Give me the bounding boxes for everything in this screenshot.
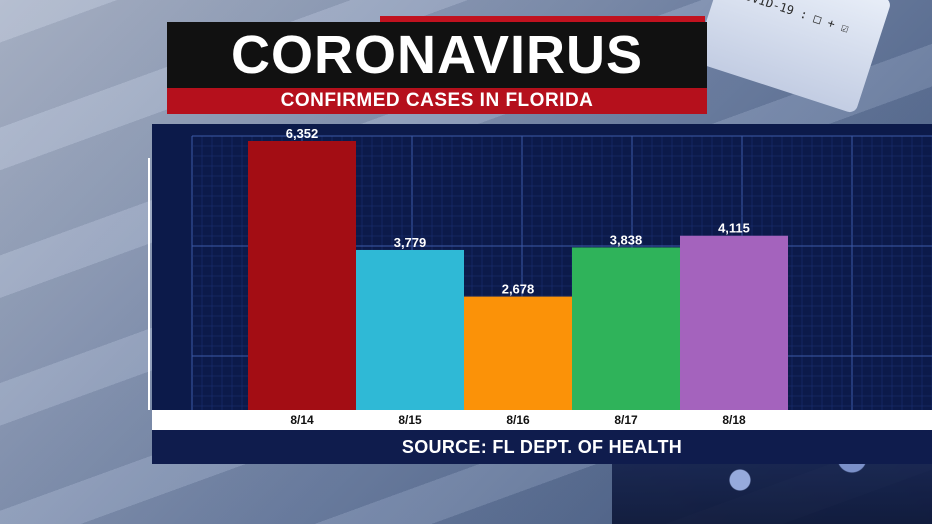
side-rule: [148, 158, 150, 410]
data-label: 3,779: [394, 235, 427, 250]
test-tube-label: COVID-19 : □ + ☑: [736, 0, 851, 36]
x-tick-label: 8/17: [614, 413, 638, 427]
data-label: 4,115: [718, 221, 750, 236]
x-tick-label: 8/14: [290, 413, 314, 427]
chart-panel: 6,352 3,779 2,678 3,838 4,115: [152, 124, 932, 412]
x-tick-label: 8/18: [722, 413, 746, 427]
chart-subtitle: CONFIRMED CASES IN FLORIDA: [280, 90, 594, 111]
subtitle-box: CONFIRMED CASES IN FLORIDA: [167, 88, 707, 114]
bar-8-17: [572, 247, 680, 410]
source-bar: SOURCE: FL DEPT. OF HEALTH: [152, 430, 932, 464]
data-label: 3,838: [610, 232, 643, 247]
data-label: 6,352: [286, 126, 319, 141]
x-tick-label: 8/16: [506, 413, 530, 427]
bar-8-16: [464, 296, 572, 410]
bar-8-18: [680, 235, 788, 410]
bar-chart: 6,352 3,779 2,678 3,838 4,115: [191, 126, 932, 412]
page-title: CORONAVIRUS: [230, 25, 644, 85]
bar-8-15: [356, 249, 464, 410]
x-tick-label: 8/15: [398, 413, 422, 427]
data-label: 2,678: [502, 282, 535, 297]
title-box: CORONAVIRUS: [167, 22, 707, 88]
source-text: SOURCE: FL DEPT. OF HEALTH: [401, 436, 683, 457]
bar-8-14: [248, 141, 356, 410]
x-axis-strip: [152, 410, 932, 430]
title-accent-bar: [380, 16, 705, 24]
